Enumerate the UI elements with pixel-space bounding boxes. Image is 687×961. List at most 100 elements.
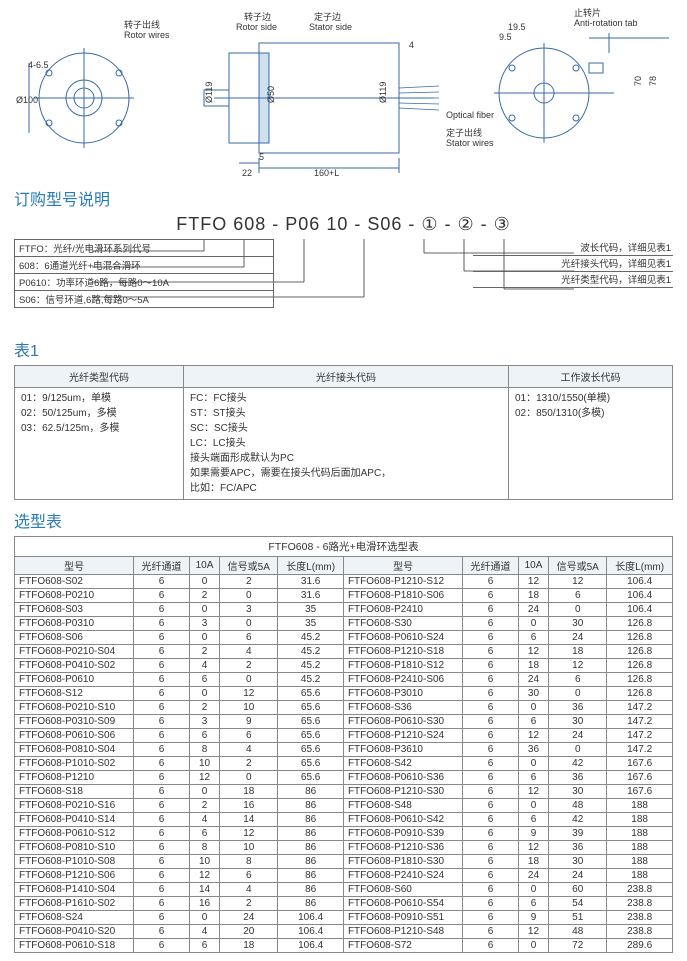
dim-160L: 160+L: [314, 168, 339, 178]
table-cell: 6: [134, 715, 190, 729]
table-cell: 6: [463, 631, 519, 645]
table-cell: 8: [189, 743, 219, 757]
table-row: FTFO608-S18601886FTFO608-P1210-S30612301…: [15, 785, 673, 799]
table-cell: 2: [220, 897, 278, 911]
table-cell: 238.8: [607, 897, 673, 911]
table-cell: 126.8: [607, 617, 673, 631]
table-cell: 36: [518, 743, 548, 757]
table-cell: 24: [549, 631, 607, 645]
table-cell: 24: [549, 869, 607, 883]
table-cell: 4: [220, 645, 278, 659]
table-cell: FTFO608-P3010: [343, 687, 462, 701]
table-cell: 6: [549, 589, 607, 603]
table-row: FTFO608-P031063035FTFO608-S306030126.8: [15, 617, 673, 631]
dim-9-5: 9.5: [499, 32, 512, 42]
table-cell: FTFO608-P0310-S09: [15, 715, 134, 729]
table-cell: 16: [189, 897, 219, 911]
table-cell: 6: [463, 659, 519, 673]
table-cell: 6: [134, 631, 190, 645]
table-cell: FTFO608-P0610-S18: [15, 939, 134, 953]
table-cell: 18: [549, 645, 607, 659]
table-row: FTFO608-P0310-S0963965.6FTFO608-P0610-S3…: [15, 715, 673, 729]
table-cell: FTFO608-S06: [15, 631, 134, 645]
table-cell: FTFO608-P1810-S06: [343, 589, 462, 603]
dim-phi119-1: Ø119: [204, 82, 214, 103]
table-cell: 6: [463, 911, 519, 925]
sel-header: FTFO608 - 6路光+电滑环选型表: [14, 536, 673, 556]
table-cell: 30: [549, 785, 607, 799]
table-cell: FTFO608-P0210: [15, 589, 134, 603]
table-cell: 106.4: [607, 589, 673, 603]
table-cell: 6: [134, 911, 190, 925]
dim-5: 5: [259, 152, 264, 162]
table-cell: 65.6: [278, 771, 344, 785]
table-cell: 6: [134, 939, 190, 953]
table-cell: 6: [463, 785, 519, 799]
table-cell: 6: [134, 855, 190, 869]
table-cell: 6: [463, 813, 519, 827]
table-cell: 2: [189, 589, 219, 603]
table-cell: 6: [463, 925, 519, 939]
table-cell: 6: [518, 813, 548, 827]
t1-h1: 光纤接头代码: [184, 366, 509, 388]
table-cell: 9: [518, 827, 548, 841]
table-cell: 6: [134, 687, 190, 701]
dim-phi119-2: Ø119: [378, 82, 388, 103]
table-row: FTFO608-P0410-S206420106.4FTFO608-P1210-…: [15, 925, 673, 939]
table-cell: 36: [549, 771, 607, 785]
table-cell: 12: [518, 841, 548, 855]
table-cell: 8: [220, 855, 278, 869]
part-number: FTFO 608 - P06 10 - S06 - ① - ② - ③: [14, 214, 673, 235]
table-cell: FTFO608-P0210-S10: [15, 701, 134, 715]
table-cell: 167.6: [607, 757, 673, 771]
table-cell: 6: [220, 631, 278, 645]
dim-4-6-5: 4-6.5: [28, 60, 49, 70]
table-cell: 0: [518, 617, 548, 631]
table-cell: 126.8: [607, 687, 673, 701]
table-cell: 106.4: [607, 603, 673, 617]
table-cell: 14: [189, 883, 219, 897]
sel-title: 选型表: [14, 508, 673, 532]
table-cell: FTFO608-S60: [343, 883, 462, 897]
table-cell: FTFO608-P0410-S20: [15, 925, 134, 939]
table-cell: 65.6: [278, 729, 344, 743]
label-stator-wires-en: Stator wires: [446, 138, 494, 148]
table-cell: 48: [549, 799, 607, 813]
table-cell: FTFO608-P0610-S54: [343, 897, 462, 911]
table-cell: 0: [518, 799, 548, 813]
table-cell: 2: [189, 701, 219, 715]
table-cell: 45.2: [278, 659, 344, 673]
table-cell: 4: [220, 743, 278, 757]
table-cell: 86: [278, 799, 344, 813]
table-cell: 31.6: [278, 575, 344, 589]
table-cell: FTFO608-P0310: [15, 617, 134, 631]
label-stator-wires-cn: 定子出线: [446, 127, 482, 138]
table-cell: 6: [134, 617, 190, 631]
table-cell: 3: [220, 603, 278, 617]
table-cell: 86: [278, 897, 344, 911]
sel-h8: 信号或5A: [549, 557, 607, 575]
table-cell: 6: [463, 701, 519, 715]
table-cell: 30: [518, 687, 548, 701]
table-cell: 86: [278, 855, 344, 869]
table-cell: 24: [518, 603, 548, 617]
table-cell: 86: [278, 869, 344, 883]
table-cell: 10: [220, 701, 278, 715]
sel-h2: 10A: [189, 557, 219, 575]
table-cell: 167.6: [607, 785, 673, 799]
table-cell: 6: [134, 925, 190, 939]
table-cell: 31.6: [278, 589, 344, 603]
table-cell: 6: [134, 841, 190, 855]
table-cell: 6: [134, 729, 190, 743]
table-row: FTFO608-P0210-S0462445.2FTFO608-P1210-S1…: [15, 645, 673, 659]
table-cell: 86: [278, 785, 344, 799]
table-cell: 6: [189, 827, 219, 841]
table-cell: 39: [549, 827, 607, 841]
pn-ftfo: FTFO: [176, 214, 227, 235]
label-stator-side-cn: 定子边: [314, 11, 341, 22]
table-cell: 24: [549, 729, 607, 743]
table-row: FTFO608-P0810-S0468465.6FTFO608-P3610636…: [15, 743, 673, 757]
table-cell: 86: [278, 841, 344, 855]
sel-h4: 长度L(mm): [278, 557, 344, 575]
table-cell: 12: [189, 771, 219, 785]
